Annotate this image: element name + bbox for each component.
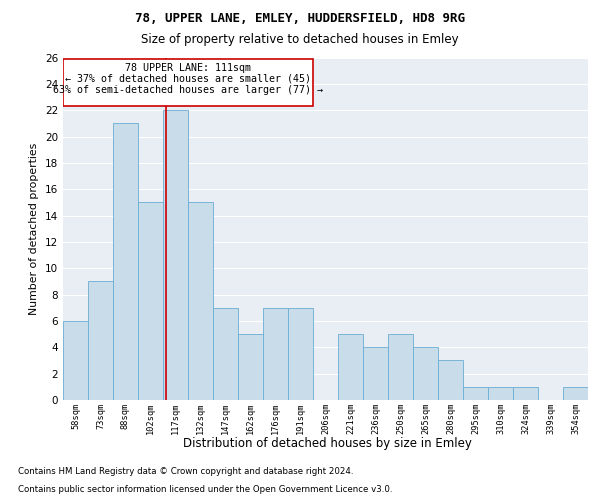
Y-axis label: Number of detached properties: Number of detached properties	[29, 142, 40, 315]
Bar	[363, 348, 388, 400]
Bar	[88, 282, 113, 400]
Text: Contains public sector information licensed under the Open Government Licence v3: Contains public sector information licen…	[18, 485, 392, 494]
Bar	[388, 334, 413, 400]
Text: 78, UPPER LANE, EMLEY, HUDDERSFIELD, HD8 9RG: 78, UPPER LANE, EMLEY, HUDDERSFIELD, HD8…	[135, 12, 465, 26]
Bar	[338, 334, 363, 400]
Bar	[513, 387, 538, 400]
Text: Size of property relative to detached houses in Emley: Size of property relative to detached ho…	[141, 32, 459, 46]
Bar	[213, 308, 238, 400]
Bar	[413, 348, 438, 400]
Bar	[63, 321, 88, 400]
Bar	[113, 124, 138, 400]
Text: ← 37% of detached houses are smaller (45): ← 37% of detached houses are smaller (45…	[65, 74, 311, 84]
Bar	[463, 387, 488, 400]
Bar	[488, 387, 513, 400]
Bar	[263, 308, 288, 400]
Bar	[438, 360, 463, 400]
Bar	[138, 202, 163, 400]
Text: Contains HM Land Registry data © Crown copyright and database right 2024.: Contains HM Land Registry data © Crown c…	[18, 467, 353, 476]
Text: 78 UPPER LANE: 111sqm: 78 UPPER LANE: 111sqm	[125, 64, 251, 74]
Bar	[63, 59, 313, 106]
Text: Distribution of detached houses by size in Emley: Distribution of detached houses by size …	[182, 438, 472, 450]
Bar	[188, 202, 213, 400]
Bar	[163, 110, 188, 400]
Bar	[563, 387, 588, 400]
Bar	[238, 334, 263, 400]
Bar	[288, 308, 313, 400]
Text: 63% of semi-detached houses are larger (77) →: 63% of semi-detached houses are larger (…	[53, 84, 323, 94]
